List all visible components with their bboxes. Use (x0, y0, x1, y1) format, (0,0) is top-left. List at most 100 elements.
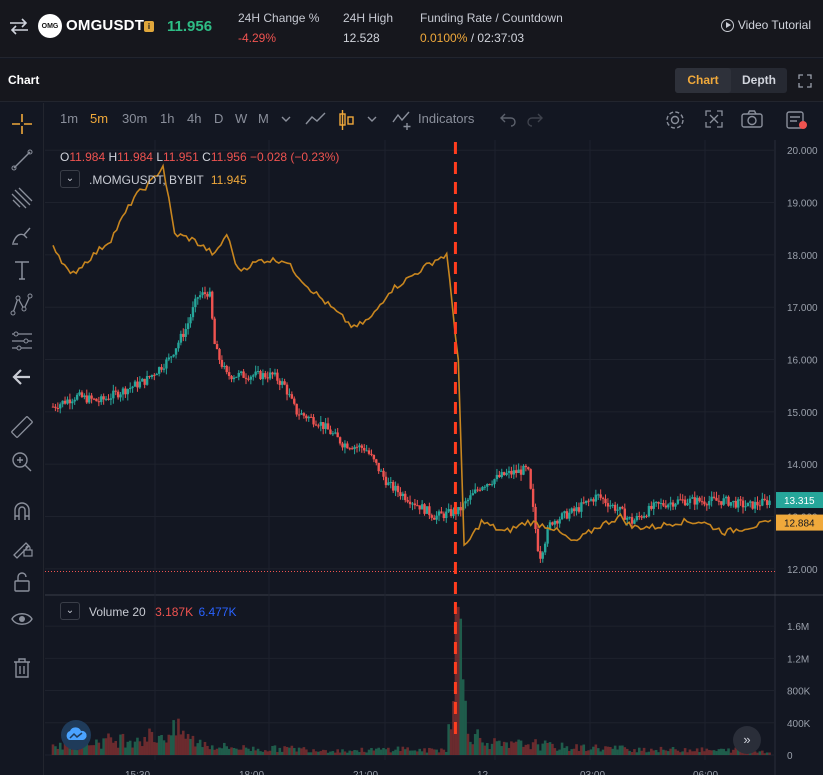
cloud-sync-button[interactable] (61, 720, 91, 750)
candle-body (312, 417, 315, 425)
volume-bar (529, 749, 533, 755)
candle-body (565, 511, 569, 519)
lock-drawing-icon[interactable] (10, 535, 34, 559)
tab-chart[interactable]: Chart (675, 68, 731, 93)
candle-body (73, 399, 76, 402)
candle-body (334, 432, 337, 434)
chart-settings-icon[interactable] (785, 109, 809, 131)
volume-bar (285, 746, 289, 755)
candle-body (230, 376, 233, 380)
volume-bar (695, 748, 699, 755)
chevron-down-icon[interactable] (280, 115, 292, 123)
unlock-icon[interactable] (10, 570, 34, 594)
pattern-icon[interactable] (10, 293, 34, 317)
text-tool-icon[interactable] (10, 258, 34, 282)
volume-bar (179, 734, 183, 755)
volume-bar (519, 740, 523, 755)
volume-bar (657, 752, 660, 755)
time-axis[interactable]: 15:30 18:00 21:00 12 03:00 06:00 (125, 770, 718, 775)
zoom-in-icon[interactable] (10, 450, 34, 474)
timeframe-d[interactable]: D (214, 111, 224, 126)
volume-tick-label: 1.6M (787, 622, 809, 633)
price-axis[interactable]: 20.000 19.000 18.000 17.000 16.000 15.000 14.0… (787, 146, 818, 576)
volume-bar (341, 749, 344, 755)
back-arrow-icon[interactable] (10, 365, 34, 389)
ruler-icon[interactable] (10, 415, 34, 439)
collapse-volume-button[interactable]: ⌄ (60, 602, 80, 620)
volume-bar (73, 747, 77, 755)
collapse-compare-button[interactable]: ⌄ (60, 170, 80, 188)
magnet-icon[interactable] (10, 499, 34, 523)
candlestick-icon[interactable] (337, 109, 355, 131)
candle-body (309, 416, 313, 418)
volume-bar (314, 751, 318, 755)
volume-bar (473, 734, 477, 755)
volume-bar (452, 701, 455, 755)
line-chart-icon[interactable] (305, 109, 327, 129)
timeframe-1h[interactable]: 1h (160, 111, 175, 126)
volume-axis[interactable]: 1.6M 1.2M 800K 400K 0 (787, 622, 811, 762)
candle-body (437, 511, 441, 516)
chart-area[interactable]: 20.000 19.000 18.000 17.000 16.000 15.000 14.0… (45, 140, 823, 775)
volume-bar (430, 748, 434, 755)
volume-bar (449, 729, 453, 755)
volume-bar (717, 749, 721, 755)
trend-line-icon[interactable] (10, 148, 34, 172)
volume-bar (461, 679, 465, 755)
volume-bar (666, 751, 670, 755)
candle-body (493, 479, 496, 485)
camera-icon[interactable] (740, 109, 764, 129)
fit-screen-icon[interactable] (704, 109, 724, 129)
chart-depth-toggle[interactable]: Chart Depth (675, 68, 787, 93)
timeframe-1m[interactable]: 1m (60, 111, 79, 126)
candle-body (297, 414, 301, 416)
redo-icon[interactable] (527, 111, 543, 127)
candle-body (387, 482, 390, 486)
trash-icon[interactable] (10, 656, 34, 680)
fullscreen-icon[interactable] (798, 74, 812, 88)
timeframe-30m[interactable]: 30m (122, 111, 148, 126)
candle-body (671, 502, 675, 507)
swap-icon[interactable] (8, 16, 30, 36)
volume-bar (592, 746, 595, 755)
timeframe-4h[interactable]: 4h (187, 111, 202, 126)
eye-icon[interactable] (10, 607, 34, 631)
candle-body (736, 499, 740, 508)
indicators-button[interactable]: Indicators (418, 111, 475, 126)
symbol-selector[interactable]: OMGUSDT (66, 17, 145, 34)
candle-body (237, 372, 240, 377)
forecast-icon[interactable] (10, 329, 34, 353)
compare-price-tag (776, 514, 823, 531)
crosshair-icon[interactable] (10, 112, 34, 136)
candle-body (343, 443, 347, 448)
timeframe-w[interactable]: W (235, 111, 248, 126)
volume-bar (112, 742, 115, 755)
scroll-to-latest-button[interactable]: » (733, 726, 761, 754)
candle-body (695, 497, 699, 505)
tab-depth[interactable]: Depth (742, 73, 776, 87)
candle-body (490, 484, 494, 486)
price-chart[interactable]: 20.000 19.000 18.000 17.000 16.000 15.000 14.0… (45, 140, 823, 775)
video-tutorial-button[interactable]: Video Tutorial (720, 18, 811, 32)
volume-bar (365, 752, 368, 755)
candle-body (498, 474, 501, 478)
candle-body (710, 496, 713, 502)
candle-body (715, 497, 718, 501)
timeframe-5m[interactable]: 5m (90, 111, 109, 126)
timeframe-m[interactable]: M (258, 111, 269, 126)
candle-body (353, 446, 356, 450)
candle-body (679, 499, 682, 501)
chevron-down-icon[interactable] (366, 115, 378, 123)
volume-name: Volume 20 (89, 605, 146, 619)
candle-body (235, 376, 238, 378)
fib-retracement-icon[interactable] (10, 186, 34, 210)
volume-bar (683, 748, 687, 755)
candle-body (758, 505, 762, 507)
brush-icon[interactable] (10, 223, 34, 247)
indicators-icon[interactable] (392, 109, 414, 131)
undo-icon[interactable] (500, 111, 516, 127)
volume-bar (671, 747, 675, 755)
high-value: 12.528 (343, 31, 380, 45)
settings-gear-icon[interactable] (664, 109, 686, 131)
info-icon[interactable]: i (144, 21, 154, 32)
